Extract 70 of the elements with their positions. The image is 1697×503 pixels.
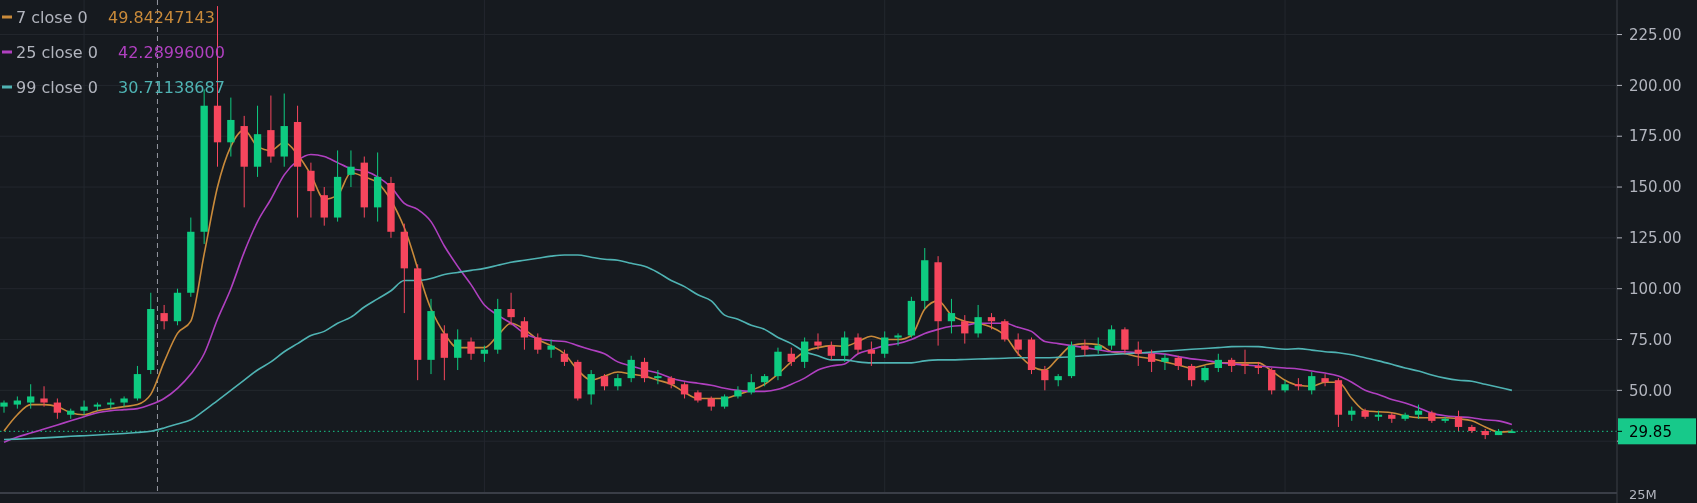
candlestick	[507, 292, 515, 326]
candlestick	[894, 332, 902, 347]
candlestick	[80, 400, 88, 416]
candlestick	[547, 339, 555, 359]
annotation: 49.84247143	[108, 7, 215, 27]
candlestick	[1241, 349, 1249, 375]
candlestick	[40, 385, 48, 408]
candlestick	[1214, 353, 1222, 373]
candlestick	[1081, 339, 1089, 357]
candlestick	[1107, 324, 1116, 351]
candlestick	[1134, 341, 1142, 367]
candlestick	[1161, 353, 1169, 371]
candlestick	[961, 314, 969, 345]
candlestick	[734, 385, 742, 399]
candlestick	[1281, 379, 1289, 393]
text: 25M	[1629, 487, 1657, 502]
y-tick-label: 75.00	[1629, 330, 1672, 349]
candlestick	[27, 383, 35, 410]
candlestick	[1268, 367, 1276, 395]
candlestick	[587, 369, 595, 406]
candlestick	[640, 357, 649, 383]
legend-label: 7 close 0	[16, 7, 88, 27]
candlestick	[974, 304, 982, 338]
candlestick	[800, 336, 809, 369]
y-tick-label: 150.00	[1629, 178, 1682, 197]
candlestick	[454, 328, 462, 371]
candlestick	[841, 330, 849, 363]
y-tick-label: 200.00	[1629, 76, 1682, 95]
candlestick	[1308, 371, 1316, 395]
candlestick	[53, 397, 62, 420]
candlestick	[467, 336, 475, 361]
y-tick-label: 50.00	[1629, 381, 1672, 400]
candlestick	[0, 400, 8, 414]
candlestick	[814, 332, 822, 351]
candlestick	[1468, 424, 1476, 434]
legend-label: 99 close 0	[16, 77, 98, 97]
candlestick	[1321, 373, 1329, 387]
candlestick	[227, 97, 235, 158]
candlestick	[1041, 365, 1049, 391]
candlestick	[1147, 349, 1156, 373]
legend-label: 25 close 0	[16, 42, 98, 62]
candlestick	[520, 316, 529, 351]
candlestick	[534, 332, 542, 355]
candlestick	[947, 298, 956, 334]
candlestick	[107, 397, 115, 410]
candlestick	[867, 341, 876, 367]
candlestick	[881, 330, 889, 359]
y-tick-label: 125.00	[1629, 229, 1682, 248]
candlestick	[654, 369, 662, 385]
ref-line-label: 29.85	[1629, 422, 1672, 441]
candlestick	[120, 395, 128, 408]
candlestick	[1014, 332, 1022, 357]
y-tick-label: 100.00	[1629, 279, 1682, 298]
candlestick	[347, 149, 355, 188]
candlestick	[1121, 326, 1129, 355]
candlestick	[1401, 412, 1409, 422]
y-tick-label: 225.00	[1629, 25, 1682, 44]
candlestick	[747, 373, 755, 395]
candlestick	[1454, 410, 1463, 432]
candlestick	[1001, 318, 1009, 343]
candlestick	[787, 347, 795, 367]
candlestick	[307, 162, 315, 219]
y-tick-label: 175.00	[1629, 127, 1682, 146]
candlestick	[320, 186, 328, 227]
candlestick	[160, 304, 168, 330]
candlestick	[854, 332, 862, 355]
line-series	[3, 254, 1513, 441]
candlestick	[627, 355, 635, 383]
candlestick	[1187, 363, 1196, 387]
candlestick	[827, 341, 836, 361]
